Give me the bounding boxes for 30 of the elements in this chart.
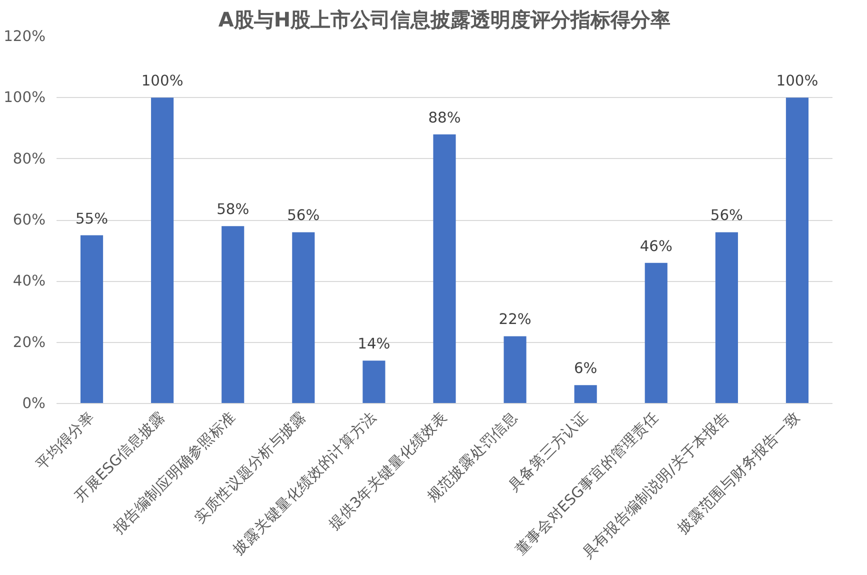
data-label: 22% <box>498 311 532 328</box>
data-label: 88% <box>428 109 461 126</box>
data-label: 58% <box>216 201 250 218</box>
y-tick-label: 120% <box>4 28 46 45</box>
data-label: 100% <box>141 72 184 90</box>
data-label: 55% <box>75 210 108 228</box>
y-tick-label: 40% <box>12 272 46 290</box>
y-tick-label: 0% <box>22 395 46 412</box>
data-label: 14% <box>358 336 390 353</box>
bar <box>786 98 809 404</box>
data-label: 6% <box>574 360 598 378</box>
bar <box>433 134 456 404</box>
y-tick-label: 20% <box>12 334 46 351</box>
data-label: 46% <box>640 238 672 255</box>
bar <box>151 98 174 404</box>
bar <box>504 336 526 404</box>
bar <box>574 385 597 404</box>
bar <box>644 262 668 404</box>
y-tick-label: 60% <box>12 212 46 228</box>
y-tick-label: 80% <box>12 150 46 168</box>
bar <box>222 226 244 404</box>
data-label: 56% <box>287 207 320 224</box>
bar <box>362 360 386 404</box>
data-label: 56% <box>710 207 744 224</box>
data-label: 100% <box>776 72 818 90</box>
bar <box>715 232 738 404</box>
bar <box>80 235 104 404</box>
chart-title: A股与H股上市公司信息披露透明度评分指标得分率 <box>218 8 671 32</box>
y-tick-label: 100% <box>4 89 46 106</box>
bar <box>292 232 315 404</box>
